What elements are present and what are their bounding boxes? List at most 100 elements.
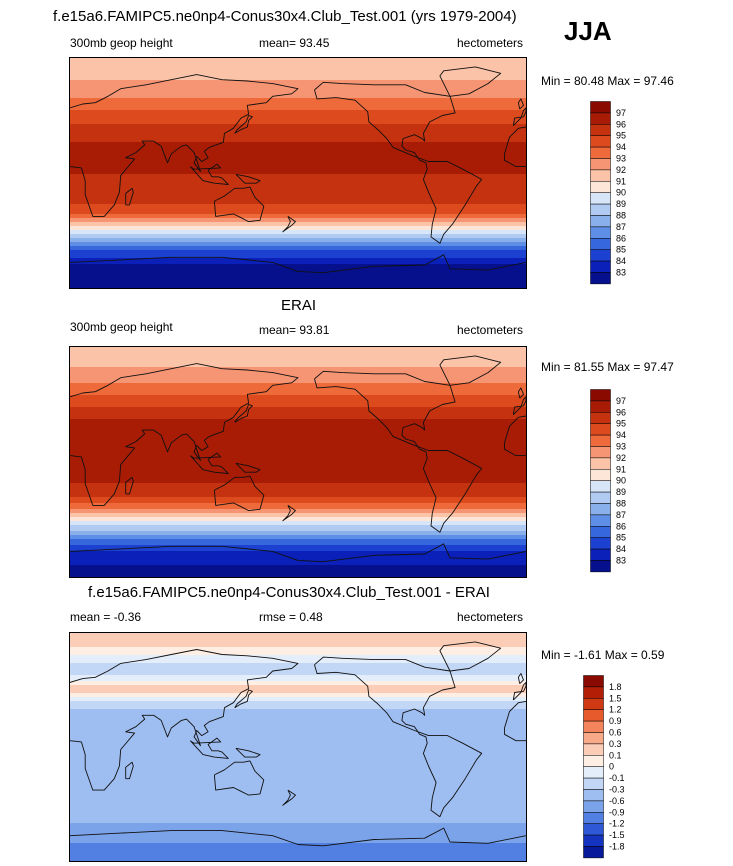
- field-band: [70, 236, 526, 239]
- field-band: [70, 853, 526, 856]
- field-band: [70, 659, 526, 662]
- field-band: [70, 637, 526, 640]
- colorbar-tick-label: 0.6: [609, 727, 621, 737]
- field-band: [70, 535, 526, 538]
- field-band: [70, 831, 526, 834]
- coastline: [235, 173, 261, 184]
- field-band: [70, 453, 526, 456]
- field-band: [70, 815, 526, 818]
- colorbar-tick-label: 86: [616, 521, 626, 531]
- panel1-mean-label: mean= 93.45: [259, 36, 330, 50]
- field-band: [70, 477, 526, 480]
- field-band: [70, 140, 526, 143]
- field-band: [70, 369, 526, 372]
- panel1-units-label: hectometers: [457, 36, 524, 50]
- field-band: [70, 563, 526, 566]
- field-band: [70, 260, 526, 263]
- field-band: [70, 353, 526, 356]
- field-band: [70, 78, 526, 81]
- field-band: [70, 439, 526, 442]
- field-band: [70, 557, 526, 560]
- field-band: [70, 525, 526, 528]
- field-band: [70, 685, 526, 688]
- field-band: [70, 723, 526, 726]
- map-obs-svg: [70, 347, 526, 577]
- field-band: [70, 180, 526, 183]
- field-band: [70, 178, 526, 181]
- field-band: [70, 144, 526, 147]
- colorbar-tick-label: 96: [616, 119, 626, 129]
- field-band: [70, 695, 526, 698]
- coastline: [512, 396, 526, 416]
- field-band: [70, 134, 526, 137]
- colorbar-swatch: [590, 389, 611, 402]
- field-band: [70, 711, 526, 714]
- field-band: [70, 347, 526, 350]
- colorbar-swatch: [590, 101, 611, 114]
- field-band: [70, 461, 526, 464]
- field-band: [70, 413, 526, 416]
- colorbar-swatch: [590, 192, 611, 205]
- field-band: [70, 162, 526, 165]
- field-band: [70, 395, 526, 398]
- field-band: [70, 393, 526, 396]
- colorbar-swatch: [590, 548, 611, 561]
- colorbar-tick-label: 88: [616, 498, 626, 508]
- colorbar-tick-label: 91: [616, 464, 626, 474]
- field-band: [70, 357, 526, 360]
- colorbar-swatch: [590, 272, 611, 285]
- field-band: [70, 789, 526, 792]
- field-band: [70, 230, 526, 233]
- coastline: [517, 673, 524, 685]
- coastline-group: [70, 66, 526, 274]
- field-band: [70, 701, 526, 704]
- coastline: [234, 404, 253, 423]
- field-band: [70, 643, 526, 646]
- field-band: [70, 94, 526, 97]
- field-band: [70, 58, 526, 61]
- field-band: [70, 228, 526, 231]
- field-band: [70, 463, 526, 466]
- field-band: [70, 84, 526, 87]
- colorbar-swatch: [590, 112, 611, 125]
- field-band: [70, 355, 526, 358]
- colorbar-tick-label: 87: [616, 222, 626, 232]
- panel2-units-label: hectometers: [457, 323, 524, 337]
- field-band: [70, 182, 526, 185]
- colorbar-swatch: [583, 675, 604, 688]
- panel2-minmax: Min = 81.55 Max = 97.47: [541, 360, 674, 374]
- field-band: [70, 220, 526, 223]
- field-band: [70, 437, 526, 440]
- field-band: [70, 110, 526, 113]
- field-band: [70, 639, 526, 642]
- field-band: [70, 519, 526, 522]
- coastline-group: [70, 355, 526, 563]
- field-band: [70, 224, 526, 227]
- coastline: [213, 475, 265, 512]
- colorbar-swatch: [583, 789, 604, 802]
- coastline: [213, 186, 265, 223]
- field-band: [70, 479, 526, 482]
- colorbar-swatch: [590, 146, 611, 159]
- field-band: [70, 661, 526, 664]
- colorbar-tick-label: 91: [616, 176, 626, 186]
- colorbar-tick-label: 97: [616, 108, 626, 118]
- field-band: [70, 521, 526, 524]
- field-band: [70, 419, 526, 422]
- panel3-minmax: Min = -1.61 Max = 0.59: [541, 648, 665, 662]
- field-band: [70, 727, 526, 730]
- field-band: [70, 234, 526, 237]
- field-band: [70, 204, 526, 207]
- field-band: [70, 82, 526, 85]
- field-band: [70, 763, 526, 766]
- field-band: [70, 777, 526, 780]
- field-band: [70, 152, 526, 155]
- field-band: [70, 86, 526, 89]
- field-band: [70, 859, 526, 861]
- coastline: [235, 747, 261, 758]
- colorbar-swatch: [590, 169, 611, 182]
- field-band: [70, 349, 526, 352]
- map-test-svg: [70, 58, 526, 288]
- field-band: [70, 100, 526, 103]
- colorbar-tick-label: 93: [616, 441, 626, 451]
